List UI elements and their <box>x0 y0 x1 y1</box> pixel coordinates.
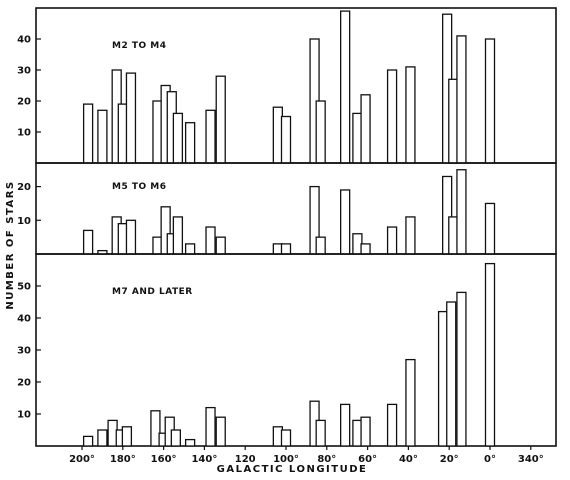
bar-p3-25 <box>484 262 496 447</box>
x-tick-label-12: 340° <box>518 454 544 465</box>
bar-p3-24 <box>456 291 467 447</box>
panel-title-2: M5 TO M6 <box>112 182 167 192</box>
x-tick-label-6: 100° <box>273 454 299 465</box>
bar-p3-9 <box>170 429 181 447</box>
y-axis-label: NUMBER OF STARS <box>5 180 16 309</box>
bar-p3-12 <box>215 416 226 447</box>
bar-p3-10 <box>184 438 196 447</box>
bar-p2-14 <box>280 243 292 255</box>
bar-p1-1 <box>82 103 94 164</box>
bar-p1-2 <box>97 109 108 164</box>
y-tick-label-p1-4: 40 <box>17 35 31 46</box>
bar-p2-10 <box>184 243 196 255</box>
x-tick-label-8: 60° <box>358 454 377 465</box>
bar-p3-21 <box>405 358 416 447</box>
bar-p1-11 <box>205 109 216 164</box>
bar-p2-20 <box>386 226 398 255</box>
bar-p3-6 <box>150 410 161 447</box>
x-tick-label-3: 160° <box>151 454 177 465</box>
bar-p3-14 <box>280 429 292 447</box>
x-tick-label-9: 40° <box>399 454 418 465</box>
bar-p1-10 <box>184 122 196 164</box>
x-axis-label: GALACTIC LONGITUDE <box>217 464 368 475</box>
bar-p3-23 <box>446 301 457 447</box>
x-tick-label-11: 0° <box>484 454 496 465</box>
bar-p1-19 <box>360 94 371 164</box>
bar-p3-5 <box>121 426 133 447</box>
bar-p1-21 <box>405 66 416 164</box>
bar-p3-20 <box>386 403 398 447</box>
panel-frame-3 <box>35 253 557 447</box>
bar-p3-11 <box>205 406 216 447</box>
x-tick-label-2: 180° <box>110 454 136 465</box>
bar-p1-9 <box>172 112 184 164</box>
y-tick-label-p2-1: 10 <box>17 216 31 227</box>
bar-p2-19 <box>360 243 371 255</box>
bar-p2-16 <box>315 236 326 255</box>
y-tick-label-p3-3: 30 <box>17 346 31 357</box>
bar-p1-14 <box>280 115 292 164</box>
bar-p2-9 <box>172 216 184 255</box>
y-tick-label-p3-5: 50 <box>17 282 31 293</box>
bar-p1-12 <box>215 75 226 164</box>
bar-p2-5 <box>125 219 137 255</box>
bar-p1-17 <box>340 10 351 164</box>
x-tick-label-10: 20° <box>440 454 459 465</box>
bar-p1-20 <box>386 69 398 164</box>
y-tick-label-p1-2: 20 <box>17 97 31 108</box>
bar-p2-11 <box>205 226 216 255</box>
bar-p1-16 <box>315 100 326 164</box>
bar-p2-1 <box>82 229 94 255</box>
x-tick-label-4: 140° <box>191 454 217 465</box>
panel-title-3: M7 AND LATER <box>112 287 193 297</box>
bar-p3-17 <box>340 403 351 447</box>
bar-p3-2 <box>97 429 108 447</box>
bar-p1-25 <box>484 38 496 164</box>
bar-p3-19 <box>360 416 371 447</box>
x-tick-label-7: 80° <box>317 454 336 465</box>
bar-p3-16 <box>315 419 326 447</box>
y-tick-label-p3-4: 40 <box>17 314 31 325</box>
bar-p2-25 <box>484 202 496 255</box>
panel-title-1: M2 TO M4 <box>112 41 167 51</box>
bar-p2-21 <box>405 216 416 255</box>
y-tick-label-p2-2: 20 <box>17 182 31 193</box>
bar-p2-12 <box>215 236 226 255</box>
y-tick-label-p1-1: 10 <box>17 128 31 139</box>
y-tick-label-p3-1: 10 <box>17 410 31 421</box>
x-tick-label-5: 120 <box>235 454 256 465</box>
y-tick-label-p3-2: 20 <box>17 378 31 389</box>
x-tick-label-1: 200° <box>69 454 95 465</box>
bar-p2-24 <box>456 169 467 255</box>
bar-p2-17 <box>340 189 351 255</box>
bar-p3-1 <box>82 435 94 447</box>
y-tick-label-p1-3: 30 <box>17 66 31 77</box>
bar-p1-5 <box>125 72 137 164</box>
bar-p1-24 <box>456 35 467 164</box>
